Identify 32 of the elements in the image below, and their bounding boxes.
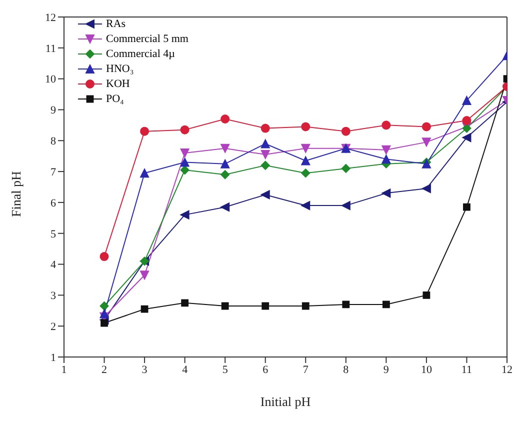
y-tick-label: 4 [50,259,56,272]
x-tick-label: 7 [302,364,309,376]
legend-label: Commercial 4µ [106,48,175,60]
y-tick-label: 11 [45,42,56,55]
x-tick-label: 9 [383,364,390,376]
x-tick-label: 2 [102,364,108,376]
y-tick-label: 10 [45,74,56,86]
x-tick-label: 3 [142,364,148,376]
legend-label: PO₄ [106,92,124,104]
legend-label: KOH [106,78,130,90]
legend-label: RAs [106,18,126,30]
x-tick-label: 6 [262,364,269,376]
y-tick-label: 8 [50,136,56,148]
y-tick-label: 1 [50,352,56,364]
x-tick-label: 5 [222,364,228,376]
x-tick-label: 12 [502,364,512,376]
y-tick-label: 9 [50,104,56,117]
legend-label: HNO₃ [106,62,134,74]
y-tick-label: 5 [50,228,56,240]
x-axis-title: Initial pH [260,394,311,410]
x-tick-label: 8 [343,364,350,376]
x-tick-label: 4 [182,364,188,376]
y-tick-label: 3 [50,290,56,302]
legend-label: Commercial 5 mm [106,32,188,44]
y-tick-label: 12 [45,12,56,24]
y-axis-title: Final pH [8,171,24,217]
y-tick-label: 7 [50,166,56,178]
x-tick-label: 11 [461,364,472,376]
x-tick-label: 1 [61,364,67,376]
y-tick-label: 6 [50,197,56,210]
x-tick-label: 10 [420,364,432,376]
y-tick-label: 2 [50,320,56,333]
